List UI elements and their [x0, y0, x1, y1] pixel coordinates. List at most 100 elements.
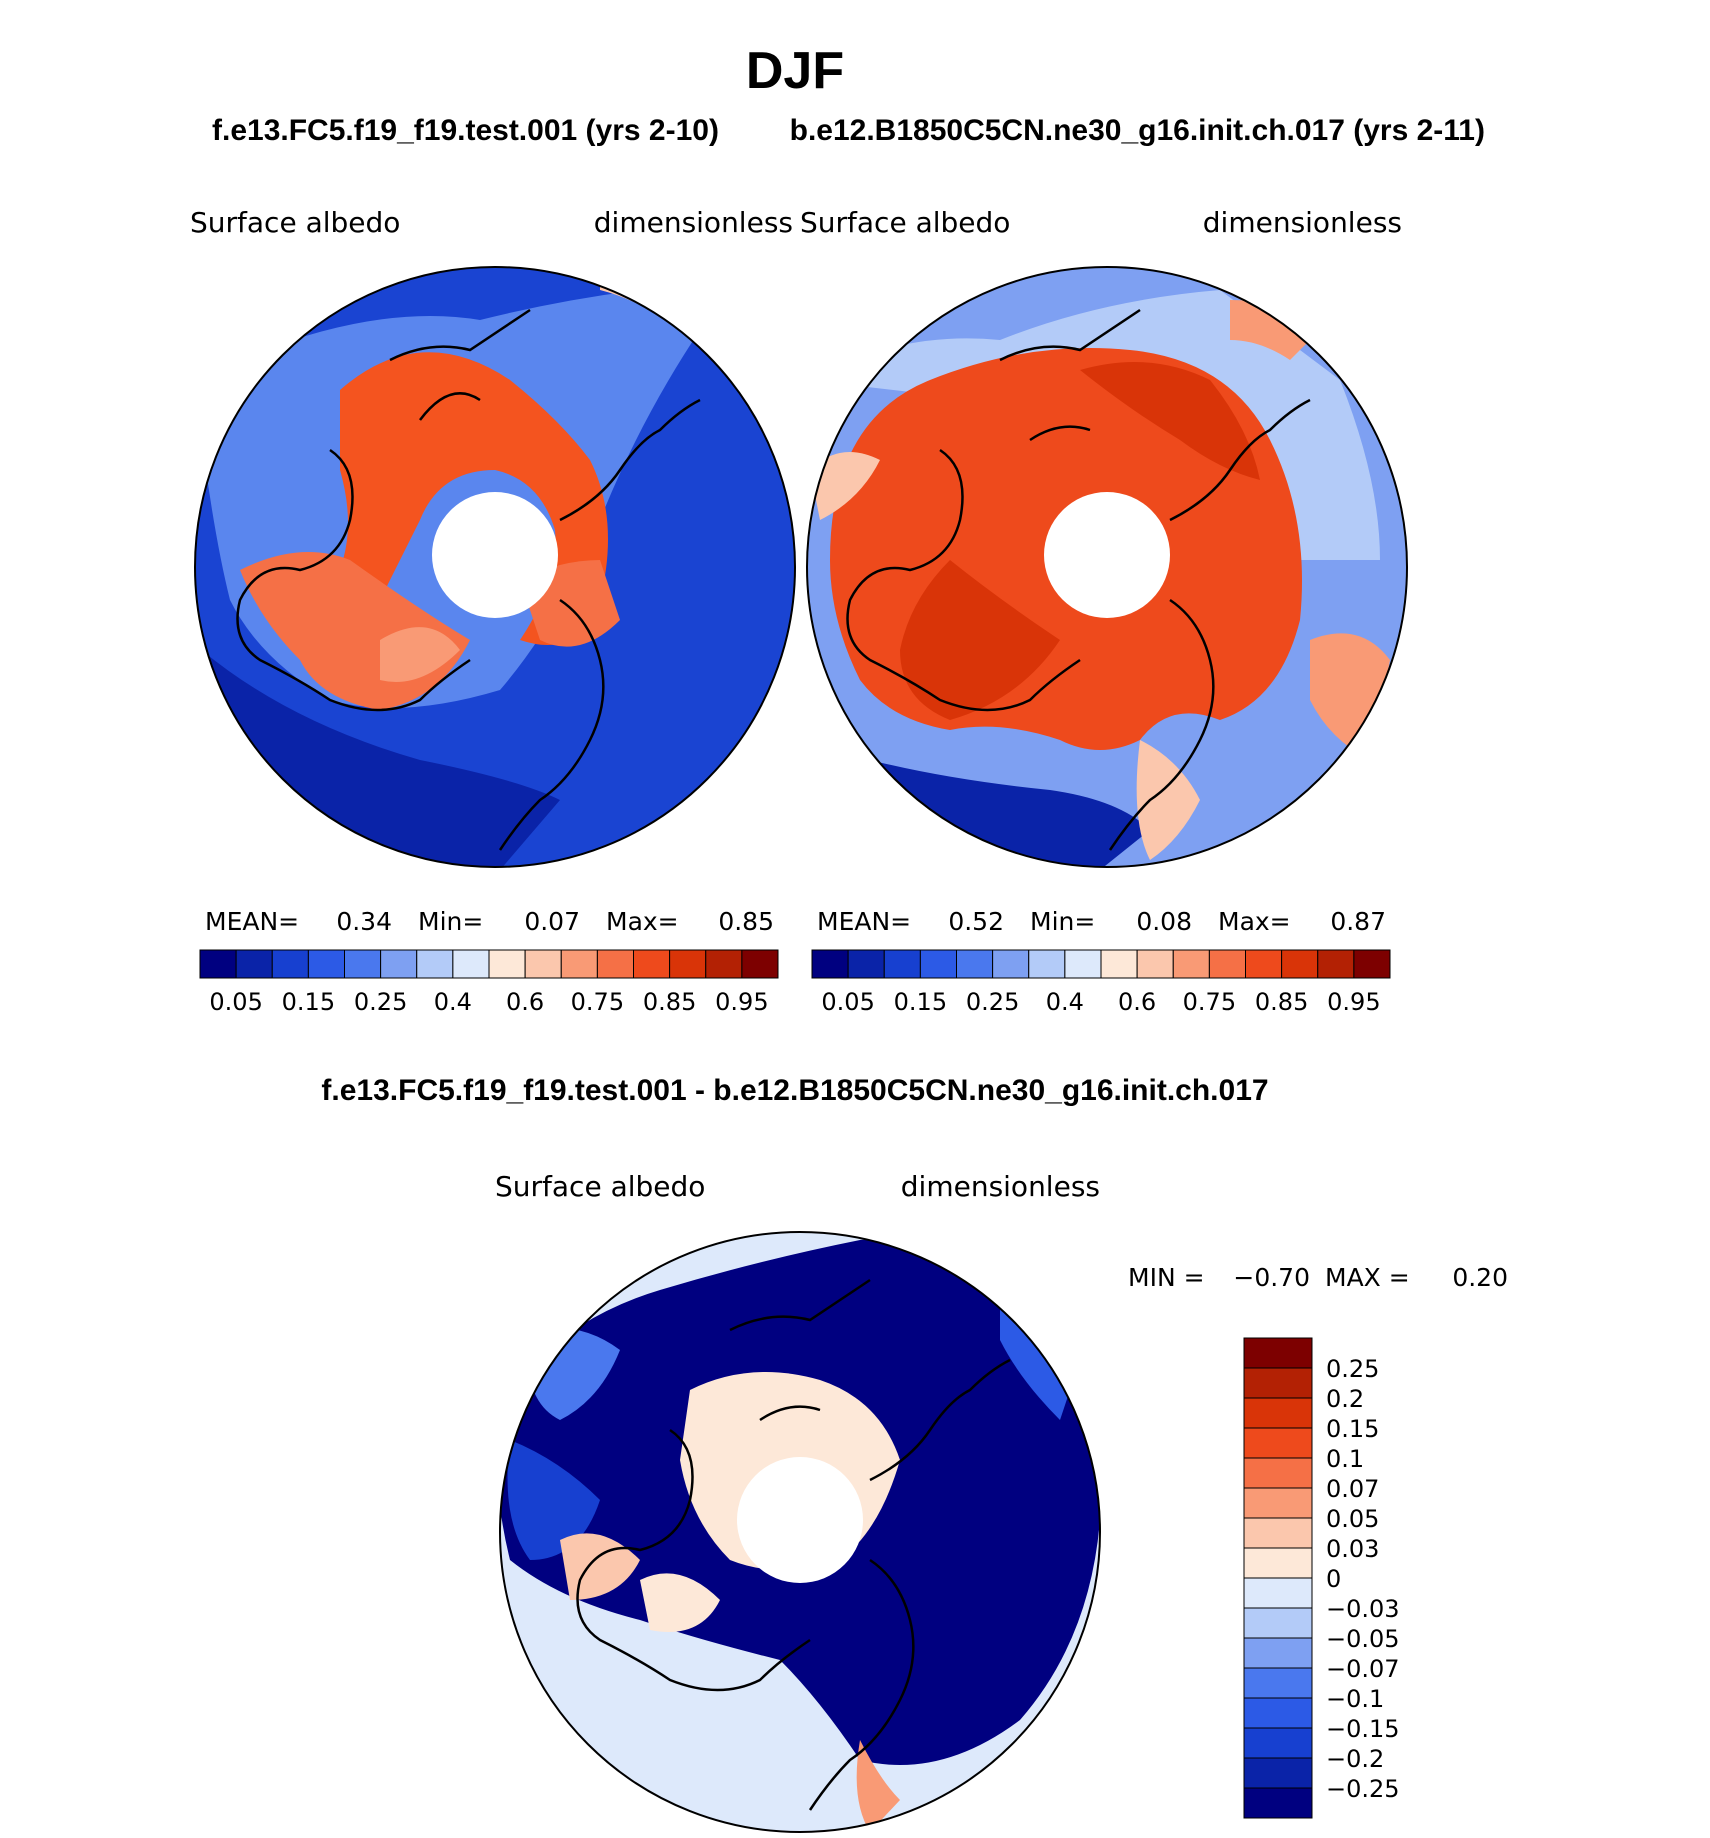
- colorbar-swatch: [1243, 1457, 1313, 1489]
- colorbar-swatch: [524, 949, 562, 979]
- diff-min-value: −0.70: [1233, 1263, 1310, 1292]
- colorbar-swatch: [1243, 1337, 1313, 1369]
- colorbar-swatch: [1243, 1667, 1313, 1699]
- colorbar-tick-label: 0.6: [506, 988, 544, 1016]
- colorbar-swatch: [1245, 949, 1283, 979]
- colorbar-swatch: [1100, 949, 1138, 979]
- right-panel: Surface albedo dimensionless MEAN= 0.52 …: [800, 206, 1408, 1016]
- colorbar-tick-label: 0.6: [1118, 988, 1156, 1016]
- colorbar-swatch: [271, 949, 309, 979]
- colorbar-swatch: [416, 949, 454, 979]
- colorbar-swatch: [1028, 949, 1066, 979]
- colorbar-swatch: [847, 949, 885, 979]
- colorbar-tick-label: 0.25: [354, 988, 407, 1016]
- colorbar-tick-label: 0.2: [1326, 1385, 1364, 1413]
- left-panel: Surface albedo dimensionless MEAN= 0.34 …: [190, 206, 796, 1016]
- left-variable-label: Surface albedo: [190, 206, 400, 239]
- colorbar-swatch: [344, 949, 382, 979]
- colorbar-tick-label: 0.03: [1326, 1535, 1379, 1563]
- colorbar-swatch: [307, 949, 345, 979]
- case2-header: b.e12.B1850C5CN.ne30_g16.init.ch.017 (yr…: [790, 114, 1485, 147]
- colorbar-swatch: [1243, 1547, 1313, 1579]
- colorbar-swatch: [1243, 1787, 1313, 1819]
- diff-min-label: MIN =: [1128, 1263, 1205, 1292]
- colorbar-tick-label: −0.2: [1326, 1745, 1384, 1773]
- left-colorbar: 0.05 0.15 0.25 0.4 0.6 0.75 0.85 0.95: [199, 949, 779, 1016]
- colorbar-tick-label: 0.85: [643, 988, 696, 1016]
- diff-max-value: 0.20: [1452, 1263, 1508, 1292]
- colorbar-swatch: [705, 949, 743, 979]
- diff-variable-label: Surface albedo: [495, 1170, 705, 1203]
- colorbar-tick-label: 0.85: [1255, 988, 1308, 1016]
- colorbar-tick-label: 0.15: [282, 988, 335, 1016]
- diff-units-label: dimensionless: [901, 1170, 1100, 1203]
- left-mean-value: 0.34: [336, 907, 392, 936]
- right-max-label: Max=: [1218, 907, 1291, 936]
- colorbar-tick-label: 0.05: [821, 988, 874, 1016]
- colorbar-swatch: [1243, 1757, 1313, 1789]
- colorbar-swatch: [1317, 949, 1355, 979]
- colorbar-swatch: [560, 949, 598, 979]
- colorbar-swatch: [883, 949, 921, 979]
- right-min-label: Min=: [1030, 907, 1095, 936]
- left-stats: MEAN= 0.34 Min= 0.07 Max= 0.85: [205, 907, 774, 936]
- colorbar-swatch: [669, 949, 707, 979]
- season-title: DJF: [746, 42, 844, 100]
- colorbar-swatch: [1281, 949, 1319, 979]
- diff-max-label: MAX =: [1325, 1263, 1410, 1292]
- colorbar-swatch: [1243, 1517, 1313, 1549]
- colorbar-swatch: [741, 949, 779, 979]
- colorbar-swatch: [452, 949, 490, 979]
- colorbar-tick-label: 0.75: [571, 988, 624, 1016]
- colorbar-tick-label: 0.4: [434, 988, 472, 1016]
- colorbar-tick-label: 0.95: [715, 988, 768, 1016]
- colorbar-swatch: [235, 949, 273, 979]
- right-units-label: dimensionless: [1203, 206, 1402, 239]
- diff-colorbar: 0.250.20.150.10.070.050.030−0.03−0.05−0.…: [1243, 1337, 1400, 1819]
- colorbar-swatch: [1243, 1607, 1313, 1639]
- colorbar-swatch: [488, 949, 526, 979]
- colorbar-swatch: [1243, 1637, 1313, 1669]
- colorbar-swatch: [1243, 1577, 1313, 1609]
- colorbar-swatch: [1243, 1697, 1313, 1729]
- colorbar-swatch: [633, 949, 671, 979]
- colorbar-tick-label: 0.05: [1326, 1505, 1379, 1533]
- right-max-value: 0.87: [1330, 907, 1386, 936]
- colorbar-tick-label: 0.15: [894, 988, 947, 1016]
- right-variable-label: Surface albedo: [800, 206, 1010, 239]
- colorbar-tick-label: 0.4: [1046, 988, 1084, 1016]
- diff-map: [500, 1232, 1100, 1832]
- left-min-value: 0.07: [524, 907, 580, 936]
- left-map: [195, 267, 795, 867]
- diff-header: f.e13.FC5.f19_f19.test.001 - b.e12.B1850…: [321, 1074, 1268, 1107]
- left-units-label: dimensionless: [594, 206, 793, 239]
- colorbar-tick-label: 0.05: [209, 988, 262, 1016]
- colorbar-tick-label: −0.25: [1326, 1775, 1400, 1803]
- colorbar-swatch: [1353, 949, 1391, 979]
- right-colorbar: 0.05 0.15 0.25 0.4 0.6 0.75 0.85 0.95: [811, 949, 1391, 1016]
- colorbar-tick-label: 0.15: [1326, 1415, 1379, 1443]
- right-mean-label: MEAN=: [817, 907, 911, 936]
- right-stats: MEAN= 0.52 Min= 0.08 Max= 0.87: [817, 907, 1386, 936]
- diff-stats: MIN = −0.70 MAX = 0.20: [1128, 1263, 1508, 1292]
- colorbar-swatch: [956, 949, 994, 979]
- colorbar-swatch: [1243, 1727, 1313, 1759]
- colorbar-tick-label: −0.03: [1326, 1595, 1400, 1623]
- colorbar-swatch: [992, 949, 1030, 979]
- colorbar-swatch: [1208, 949, 1246, 979]
- colorbar-tick-label: 0.25: [1326, 1355, 1379, 1383]
- colorbar-swatch: [199, 949, 237, 979]
- colorbar-swatch: [1172, 949, 1210, 979]
- colorbar-tick-label: −0.07: [1326, 1655, 1400, 1683]
- colorbar-swatch: [380, 949, 418, 979]
- colorbar-tick-label: −0.05: [1326, 1625, 1400, 1653]
- colorbar-swatch: [919, 949, 957, 979]
- colorbar-swatch: [811, 949, 849, 979]
- right-min-value: 0.08: [1136, 907, 1192, 936]
- left-min-label: Min=: [418, 907, 483, 936]
- colorbar-swatch: [1243, 1367, 1313, 1399]
- left-mean-label: MEAN=: [205, 907, 299, 936]
- left-max-value: 0.85: [718, 907, 774, 936]
- colorbar-tick-label: 0.1: [1326, 1445, 1364, 1473]
